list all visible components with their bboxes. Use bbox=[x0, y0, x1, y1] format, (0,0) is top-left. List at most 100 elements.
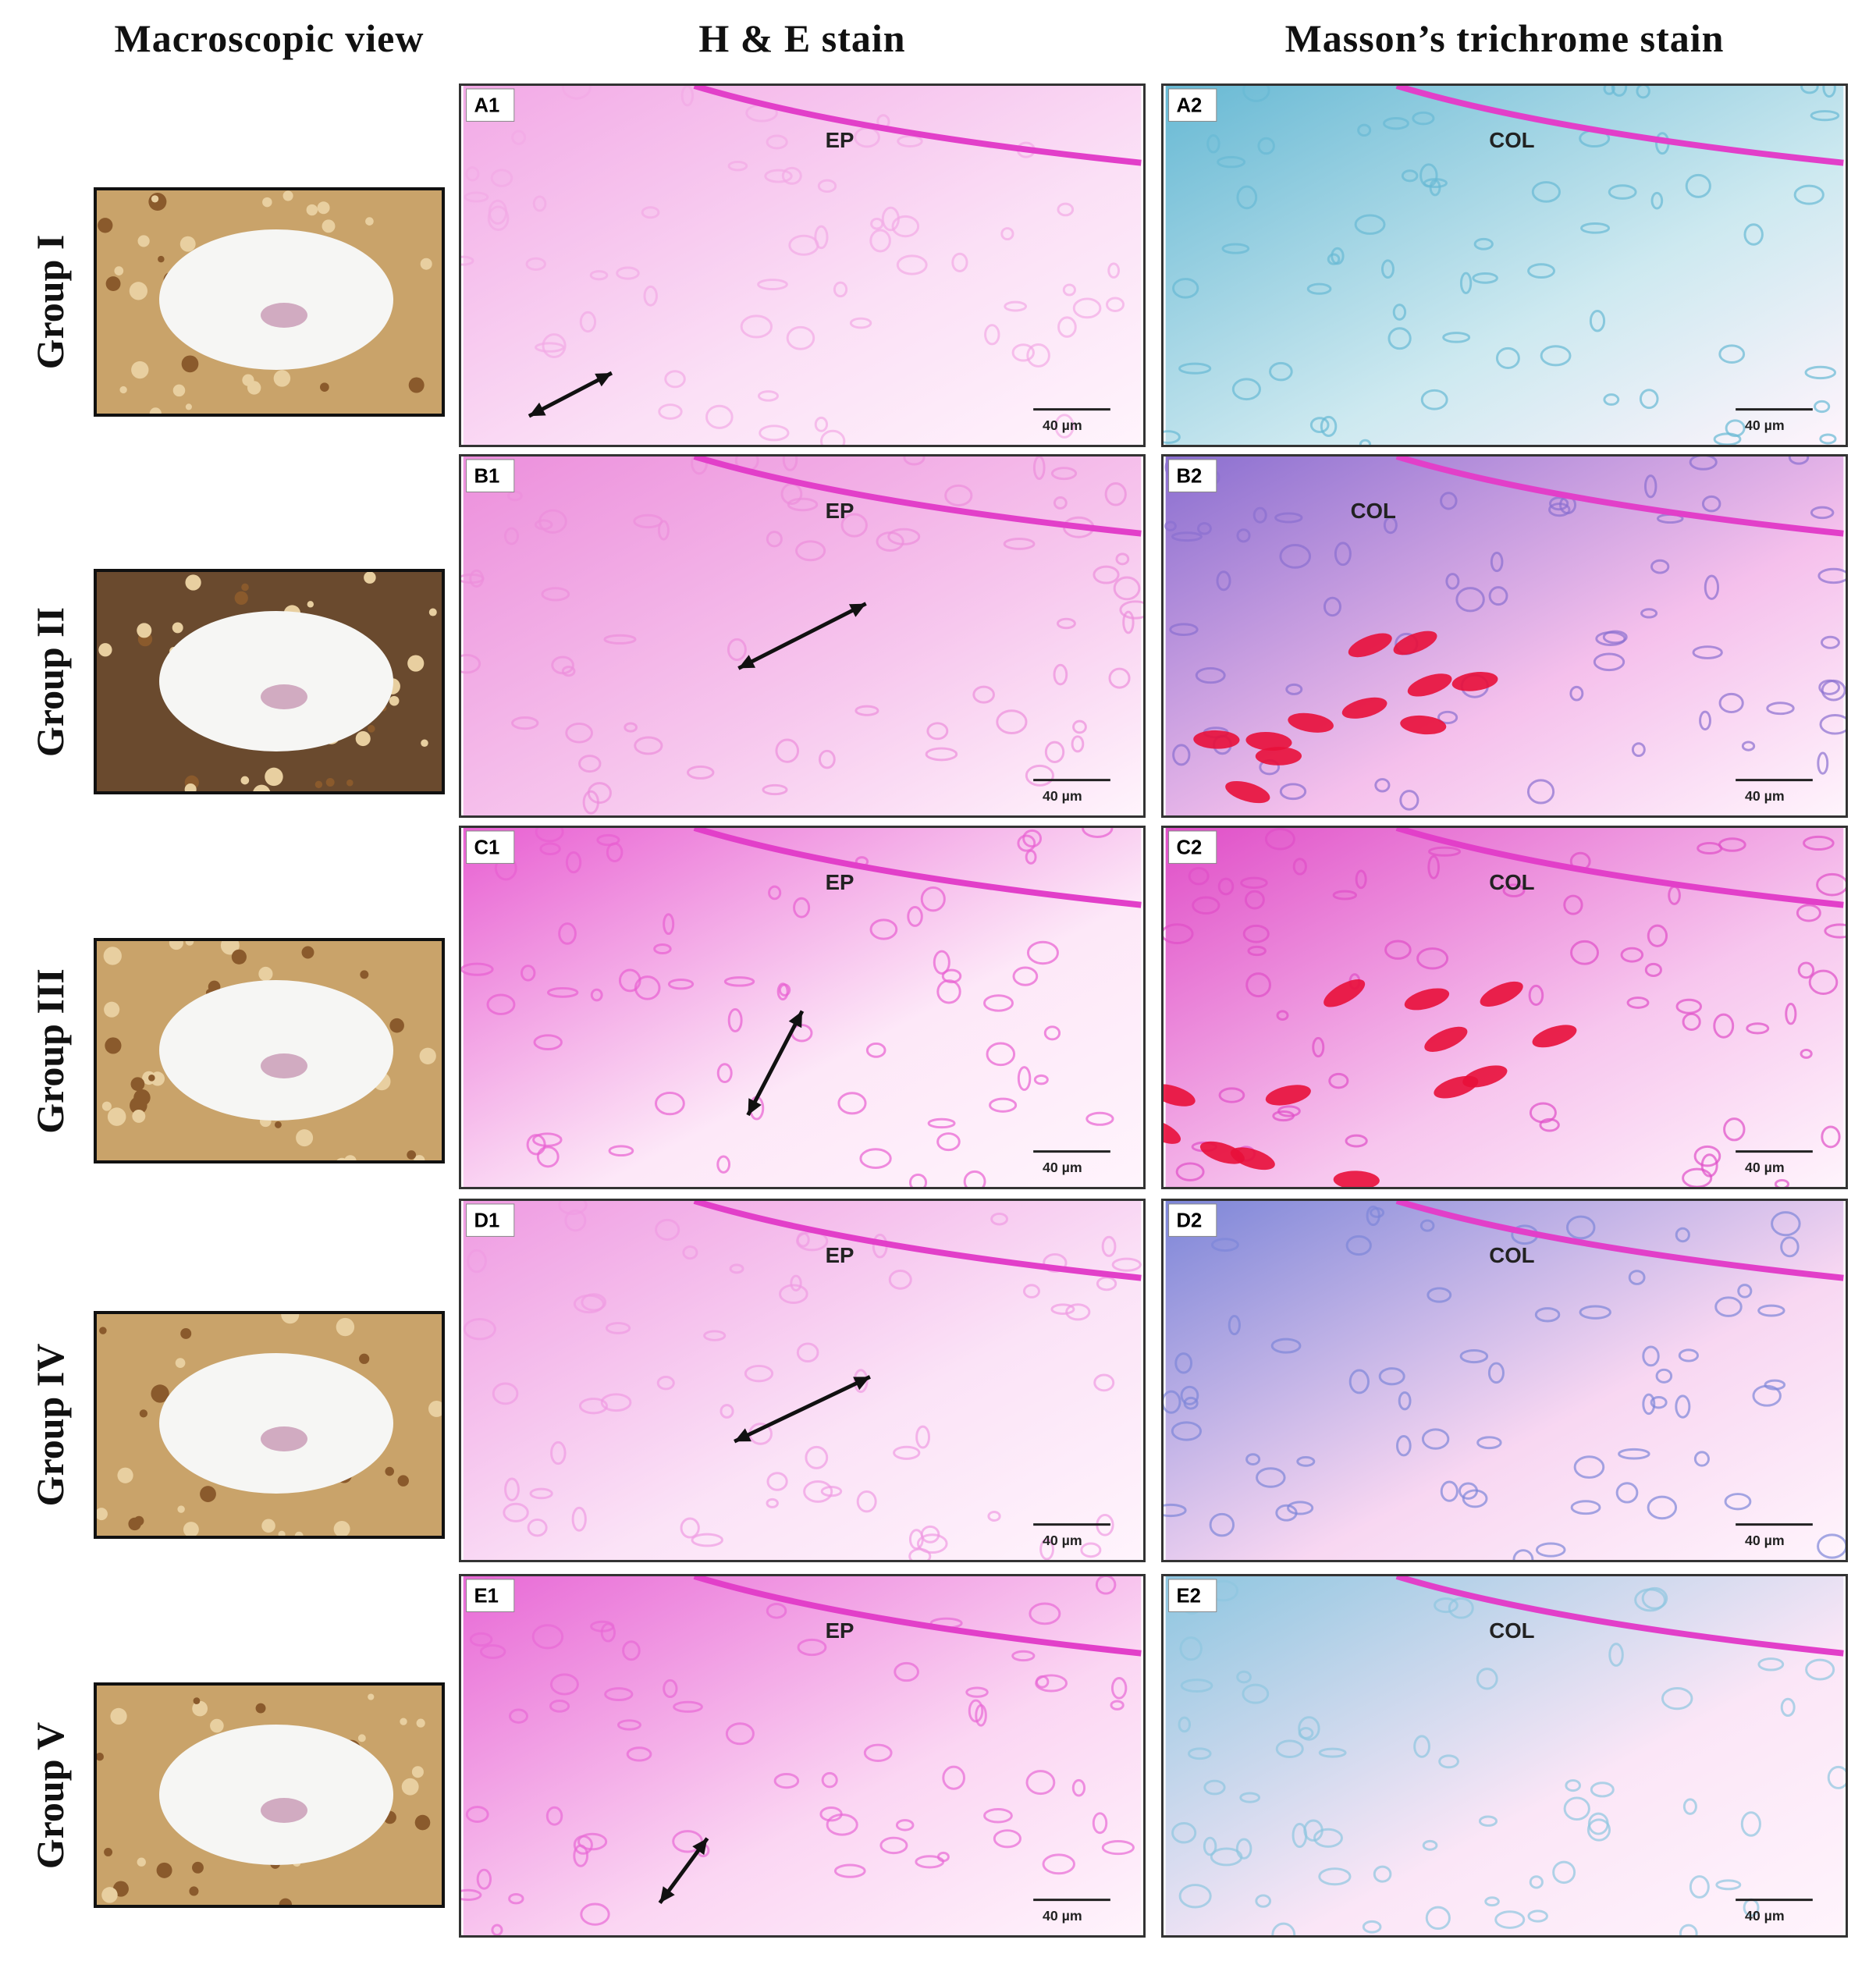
texture bbox=[643, 285, 658, 307]
texture bbox=[895, 1819, 915, 1831]
texture bbox=[1661, 1686, 1693, 1711]
chip bbox=[322, 219, 336, 233]
texture bbox=[1573, 1455, 1605, 1479]
texture bbox=[1425, 1906, 1451, 1931]
texture bbox=[768, 885, 782, 901]
muscle bbox=[1480, 981, 1523, 1007]
texture bbox=[915, 1425, 930, 1449]
texture bbox=[1713, 1013, 1735, 1039]
texture bbox=[1563, 1796, 1590, 1821]
texture bbox=[1164, 520, 1177, 531]
arrow bbox=[746, 1010, 805, 1117]
chip bbox=[185, 403, 192, 410]
texture bbox=[1618, 1448, 1650, 1460]
texture bbox=[1057, 202, 1075, 217]
texture bbox=[687, 765, 715, 780]
photo bbox=[94, 938, 445, 1163]
mt-panel: D2 COL 40 µm bbox=[1161, 1199, 1848, 1562]
muscle bbox=[1532, 1025, 1577, 1048]
texture bbox=[1699, 710, 1711, 731]
texture bbox=[578, 755, 602, 773]
texture bbox=[1740, 1811, 1761, 1837]
chip bbox=[368, 725, 375, 733]
photo-image bbox=[97, 572, 442, 791]
region-label: EP bbox=[826, 1618, 855, 1643]
texture bbox=[1196, 522, 1212, 535]
texture bbox=[1188, 1747, 1212, 1760]
texture bbox=[1413, 1735, 1430, 1758]
texture bbox=[1320, 415, 1338, 437]
chip bbox=[184, 783, 197, 791]
chip bbox=[397, 1475, 409, 1487]
texture bbox=[561, 666, 576, 677]
texture bbox=[573, 1844, 589, 1867]
muscle bbox=[1348, 633, 1392, 658]
chip bbox=[158, 255, 165, 263]
texture bbox=[1434, 1597, 1459, 1614]
panel-id: E1 bbox=[474, 1586, 498, 1608]
texture bbox=[968, 1699, 984, 1723]
chip bbox=[98, 218, 113, 233]
texture bbox=[856, 1490, 877, 1513]
texture bbox=[654, 1091, 685, 1116]
texture bbox=[1359, 439, 1372, 445]
chip bbox=[336, 1317, 355, 1337]
he-image: D1 EP 40 µm bbox=[463, 1201, 1142, 1560]
texture bbox=[779, 1284, 808, 1304]
texture bbox=[1675, 998, 1703, 1014]
texture bbox=[1071, 735, 1085, 753]
texture bbox=[1065, 1303, 1091, 1321]
texture bbox=[814, 225, 829, 250]
texture bbox=[727, 638, 747, 662]
chip bbox=[131, 361, 149, 379]
texture bbox=[535, 342, 565, 353]
arrow-head bbox=[528, 402, 546, 417]
texture bbox=[920, 1525, 940, 1544]
texture bbox=[1188, 867, 1210, 886]
texture bbox=[1110, 1676, 1128, 1700]
panel-id-box bbox=[466, 1579, 515, 1612]
texture bbox=[486, 993, 516, 1015]
texture bbox=[1427, 1287, 1452, 1303]
texture bbox=[916, 1533, 948, 1554]
texture bbox=[564, 1210, 587, 1232]
texture bbox=[1095, 1576, 1117, 1595]
chip bbox=[428, 1400, 442, 1417]
chip bbox=[231, 949, 247, 965]
texture bbox=[590, 988, 603, 1002]
epidermis bbox=[1395, 1201, 1844, 1281]
texture bbox=[1033, 1074, 1049, 1085]
texture bbox=[1488, 586, 1508, 606]
texture bbox=[1279, 544, 1312, 569]
texture bbox=[1570, 1500, 1601, 1515]
panel-id: A2 bbox=[1176, 95, 1202, 117]
texture bbox=[729, 1263, 744, 1274]
texture bbox=[1757, 1657, 1785, 1671]
chip bbox=[98, 643, 112, 657]
texture bbox=[987, 1511, 1001, 1522]
region-label: COL bbox=[1489, 128, 1534, 152]
texture bbox=[1448, 1597, 1474, 1619]
chip bbox=[104, 1847, 113, 1856]
texture bbox=[1608, 1643, 1624, 1667]
photo bbox=[94, 1311, 445, 1539]
chip bbox=[401, 1778, 419, 1796]
arrow-head bbox=[748, 1098, 762, 1115]
region-label: COL bbox=[1489, 870, 1534, 894]
he-panel: B1 EP 40 µm bbox=[459, 454, 1146, 818]
arrow bbox=[734, 1375, 871, 1444]
texture bbox=[1113, 576, 1141, 601]
row-label: Group V bbox=[28, 1721, 72, 1869]
chip bbox=[148, 193, 167, 211]
mt-panel: B2 COL 40 µm bbox=[1161, 454, 1848, 818]
texture bbox=[1328, 1072, 1349, 1089]
texture bbox=[488, 199, 508, 225]
texture bbox=[1378, 1367, 1405, 1386]
epidermis bbox=[693, 828, 1142, 908]
texture bbox=[1476, 1668, 1498, 1690]
chip bbox=[420, 258, 432, 270]
texture bbox=[936, 979, 961, 1004]
texture bbox=[1494, 1910, 1526, 1929]
texture bbox=[1380, 259, 1395, 279]
texture bbox=[529, 1487, 553, 1500]
